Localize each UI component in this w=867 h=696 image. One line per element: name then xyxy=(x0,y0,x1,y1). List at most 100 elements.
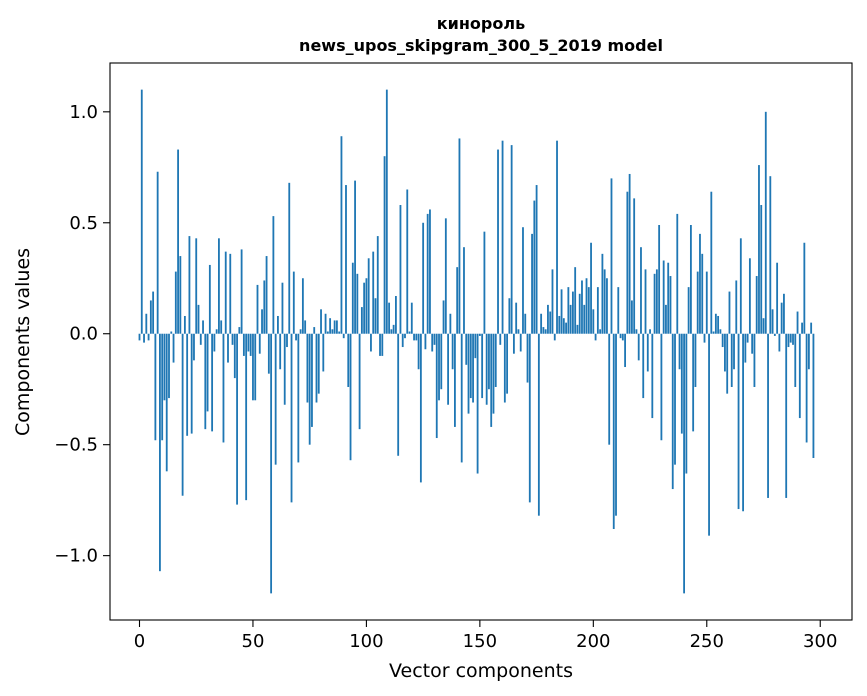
bar-component-50 xyxy=(252,333,254,401)
bar-component-46 xyxy=(242,333,245,356)
bar-component-192 xyxy=(574,267,577,334)
bar-component-162 xyxy=(506,333,509,394)
bar-component-122 xyxy=(415,333,418,341)
bar-component-144 xyxy=(465,333,468,365)
bar-component-235 xyxy=(671,333,674,490)
bar-component-82 xyxy=(324,313,327,334)
bar-component-75 xyxy=(308,333,311,445)
bar-component-88 xyxy=(338,331,341,334)
bar-component-101 xyxy=(367,258,370,334)
y-tick-label: −1.0 xyxy=(54,546,98,567)
bar-component-261 xyxy=(730,333,733,387)
bar-component-110 xyxy=(388,302,391,334)
bar-component-86 xyxy=(333,320,336,334)
bar-component-234 xyxy=(669,276,672,334)
bar-component-208 xyxy=(610,178,613,334)
bar-component-33 xyxy=(213,333,216,352)
bar-component-224 xyxy=(646,333,649,372)
bar-component-83 xyxy=(326,331,329,334)
bar-component-239 xyxy=(680,333,683,434)
bar-component-159 xyxy=(499,333,502,345)
bar-component-267 xyxy=(744,333,747,363)
bar-component-6 xyxy=(152,291,155,334)
bar-component-154 xyxy=(488,333,490,390)
y-tick-label: 1.0 xyxy=(69,102,98,123)
bar-component-10 xyxy=(161,333,164,441)
bar-component-255 xyxy=(717,315,720,334)
y-tick-label: 0.5 xyxy=(69,213,98,234)
bar-component-14 xyxy=(170,331,173,334)
bar-component-143 xyxy=(463,247,465,334)
bar-component-53 xyxy=(258,333,261,354)
bar-component-203 xyxy=(599,329,602,334)
bar-component-8 xyxy=(156,171,159,334)
bar-component-282 xyxy=(778,333,781,352)
bar-component-256 xyxy=(719,329,722,334)
bars-group xyxy=(138,89,815,594)
bar-component-200 xyxy=(592,309,595,334)
bar-component-273 xyxy=(758,165,760,334)
bar-component-138 xyxy=(451,333,454,370)
bar-component-227 xyxy=(653,273,656,334)
bar-component-215 xyxy=(626,191,629,334)
bar-component-19 xyxy=(181,333,184,496)
bar-component-41 xyxy=(231,333,234,345)
bar-component-39 xyxy=(227,333,229,363)
bar-component-158 xyxy=(497,149,499,334)
bar-component-237 xyxy=(676,213,679,334)
bar-component-100 xyxy=(365,278,368,334)
bar-component-176 xyxy=(537,333,540,516)
bar-component-180 xyxy=(547,304,549,334)
bar-component-229 xyxy=(658,225,661,334)
bar-component-263 xyxy=(735,280,738,334)
bar-component-231 xyxy=(662,260,665,334)
bar-component-133 xyxy=(440,333,443,390)
bar-component-15 xyxy=(172,333,175,363)
bar-component-60 xyxy=(274,333,277,465)
bar-component-140 xyxy=(456,267,459,334)
bar-component-241 xyxy=(685,333,688,474)
x-tick-label: 100 xyxy=(349,631,383,652)
bar-component-243 xyxy=(689,225,692,334)
bar-component-64 xyxy=(283,333,286,405)
bar-component-204 xyxy=(601,253,604,334)
bar-component-112 xyxy=(392,324,395,334)
bar-component-221 xyxy=(640,247,642,334)
bar-component-92 xyxy=(347,333,350,387)
bar-component-139 xyxy=(454,333,456,427)
bar-component-48 xyxy=(247,333,250,352)
bar-component-108 xyxy=(383,156,386,334)
bar-component-236 xyxy=(674,333,676,465)
bar-component-47 xyxy=(245,333,248,501)
bar-component-68 xyxy=(292,271,295,334)
bar-component-65 xyxy=(286,333,288,348)
chart-title: кинороль xyxy=(437,14,525,33)
bar-component-169 xyxy=(522,227,524,334)
bar-component-105 xyxy=(376,236,379,334)
bar-component-201 xyxy=(594,333,597,341)
bar-component-130 xyxy=(433,333,436,345)
bar-component-276 xyxy=(764,111,767,334)
bar-component-74 xyxy=(306,333,309,403)
bar-component-252 xyxy=(710,191,713,334)
bar-component-131 xyxy=(435,333,438,439)
bar-component-199 xyxy=(590,242,592,334)
bar-component-58 xyxy=(270,333,273,594)
bar-component-206 xyxy=(606,278,608,334)
y-axis-ticks: −1.0 −0.5 0.0 0.5 1.0 xyxy=(54,102,110,567)
bar-component-121 xyxy=(413,333,415,341)
bar-component-266 xyxy=(742,333,744,512)
bar-component-171 xyxy=(526,333,529,383)
bar-component-214 xyxy=(624,333,626,368)
bar-component-258 xyxy=(724,333,726,372)
bar-component-137 xyxy=(449,313,452,334)
bar-component-225 xyxy=(649,329,651,334)
bar-component-218 xyxy=(633,198,636,334)
bar-component-270 xyxy=(751,333,754,354)
bar-component-52 xyxy=(256,284,259,334)
bar-component-202 xyxy=(596,287,599,334)
bar-component-25 xyxy=(195,238,198,334)
bar-component-124 xyxy=(419,333,422,483)
bar-component-3 xyxy=(145,313,148,334)
